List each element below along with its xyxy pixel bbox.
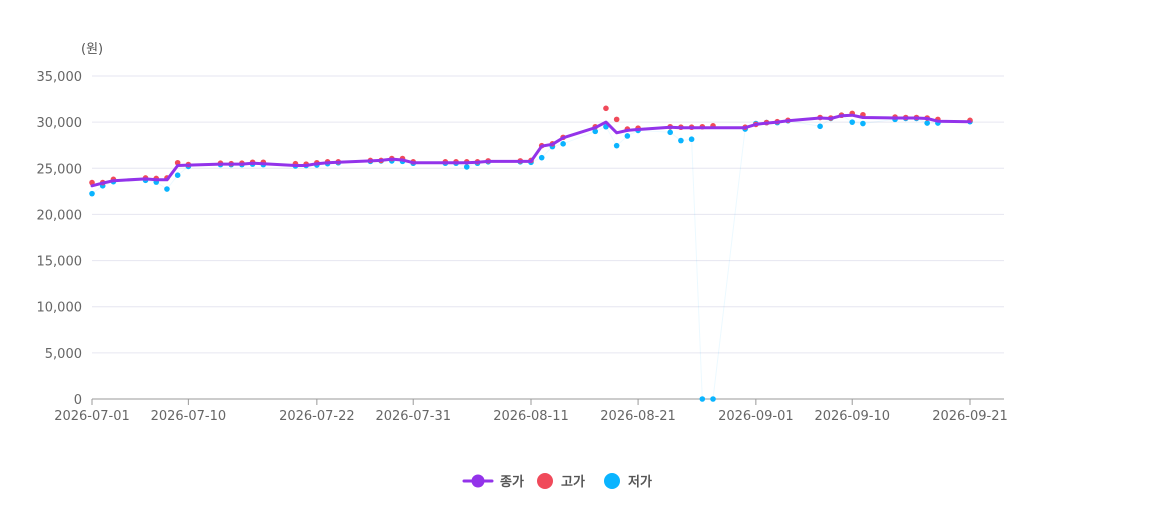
legend[interactable]: 종가 고가 저가 — [462, 473, 652, 491]
low-data-point — [710, 396, 716, 402]
y-tick-label: 20,000 — [37, 208, 83, 223]
low-data-point — [624, 133, 631, 139]
low-data-point — [678, 137, 684, 144]
x-tick-label: 2026-07-10 — [151, 409, 227, 424]
low-data-point — [164, 186, 170, 192]
low-data-point — [924, 120, 930, 126]
y-axis-unit-label: (원) — [81, 42, 103, 57]
legend-item-low[interactable]: 저가 — [604, 473, 652, 490]
legend-item-high[interactable]: 고가 — [537, 473, 585, 490]
grid-layer — [92, 75, 1004, 354]
close-series-line — [90, 113, 972, 188]
legend-swatch-marker — [604, 473, 620, 489]
low-data-point — [538, 154, 545, 161]
legend-label: 고가 — [561, 475, 585, 490]
legend-item-close[interactable]: 종가 — [462, 474, 524, 491]
y-tick-label: 35,000 — [37, 70, 83, 85]
low-data-point — [860, 120, 866, 127]
y-tick-label: 25,000 — [37, 162, 83, 177]
close-series-layer — [90, 113, 972, 188]
legend-label: 저가 — [628, 475, 652, 490]
low-data-point — [817, 123, 823, 130]
x-tick-label: 2026-07-31 — [375, 409, 451, 424]
x-tick-label: 2026-08-21 — [600, 409, 676, 424]
high-data-point — [603, 105, 609, 112]
low-data-point — [667, 129, 673, 136]
low-data-point — [688, 136, 695, 143]
low-data-point — [849, 119, 856, 125]
y-tick-label: 10,000 — [37, 301, 83, 316]
low-data-point — [463, 164, 470, 170]
legend-swatch-marker — [471, 474, 485, 488]
x-tick-label: 2026-09-21 — [932, 409, 1008, 424]
low-data-point — [89, 190, 95, 197]
axis-layer: (원) 0 5,000 10,000 15,000 20,000 25,000 30,000… — [37, 42, 1008, 424]
low-data-point — [613, 142, 620, 149]
low-data-point — [560, 141, 566, 147]
legend-label: 종가 — [500, 475, 524, 490]
y-tick-label: 5,000 — [45, 347, 82, 362]
x-tick-label: 2026-07-01 — [54, 409, 130, 424]
x-tick-label: 2026-08-11 — [493, 409, 569, 424]
x-tick-label: 2026-09-10 — [814, 409, 890, 424]
low-data-point — [592, 128, 599, 135]
y-tick-label: 30,000 — [37, 116, 83, 131]
y-tick-label: 15,000 — [37, 255, 83, 270]
x-tick-label: 2026-07-22 — [279, 409, 355, 424]
legend-swatch-marker — [537, 473, 553, 489]
y-tick-label: 0 — [74, 393, 82, 408]
high-data-point — [613, 116, 620, 123]
low-data-point — [699, 396, 706, 402]
x-tick-label: 2026-09-01 — [718, 409, 794, 424]
low-series-layer — [89, 112, 973, 402]
low-data-point — [174, 172, 181, 179]
